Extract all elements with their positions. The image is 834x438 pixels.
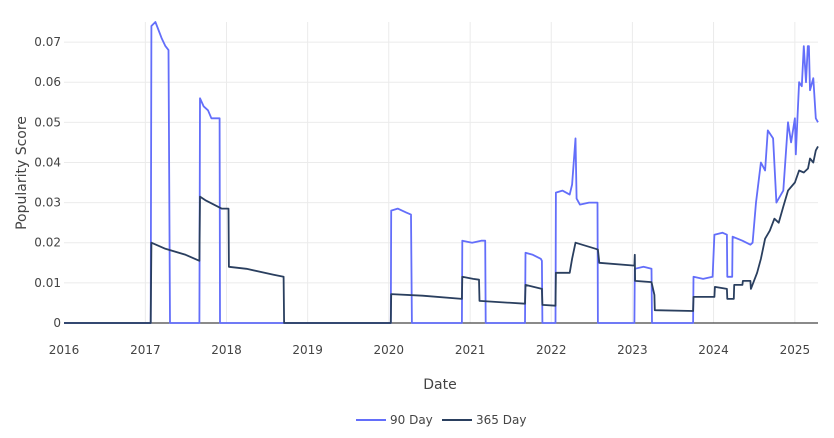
x-tick-label: 2022	[536, 343, 567, 357]
y-tick-label: 0.01	[34, 276, 61, 290]
x-tick-label: 2025	[780, 343, 811, 357]
y-axis-title: Popularity Score	[14, 116, 30, 230]
x-tick-label: 2018	[211, 343, 242, 357]
x-tick-label: 2024	[698, 343, 729, 357]
legend-item-365-day[interactable]: 365 Day	[442, 413, 526, 427]
x-tick-label: 2016	[49, 343, 80, 357]
y-tick-label: 0.06	[34, 75, 61, 89]
x-tick-label: 2017	[130, 343, 161, 357]
x-tick-label: 2019	[292, 343, 323, 357]
y-tick-label: 0.07	[34, 35, 61, 49]
legend-item-90-day[interactable]: 90 Day	[356, 413, 433, 427]
series-line-90-day[interactable]	[64, 21, 819, 324]
legend[interactable]: 90 Day 365 Day	[356, 413, 526, 427]
x-tick-label: 2023	[617, 343, 648, 357]
y-tick-label: 0.04	[34, 155, 61, 169]
y-tick-label: 0	[53, 316, 61, 330]
x-axis-title: Date	[423, 377, 456, 393]
y-tick-label: 0.05	[34, 115, 61, 129]
legend-label: 365 Day	[476, 413, 526, 427]
x-tick-label: 2020	[373, 343, 404, 357]
series-layer	[64, 21, 819, 324]
axes: 0 0.01 0.02 0.03 0.04 0.05 0.06 0.07 2016 2017 201…	[34, 35, 810, 357]
series-line-365-day[interactable]	[64, 145, 819, 324]
y-tick-label: 0.02	[34, 236, 61, 250]
legend-label: 90 Day	[390, 413, 433, 427]
y-tick-label: 0.03	[34, 196, 61, 210]
x-tick-label: 2021	[455, 343, 486, 357]
